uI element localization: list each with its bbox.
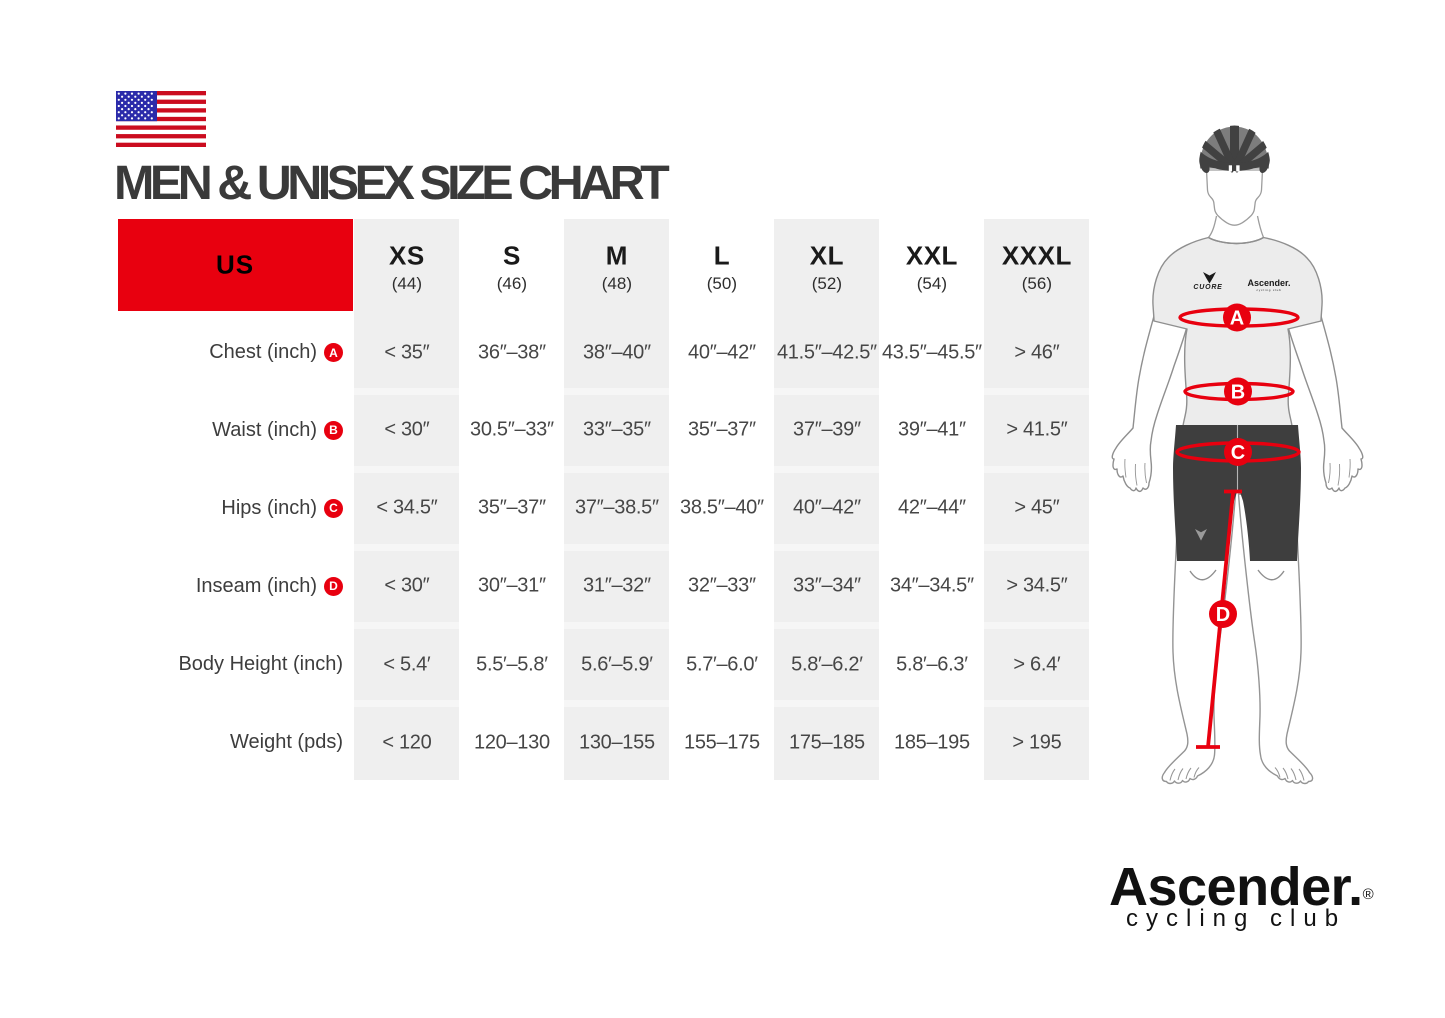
svg-text:D: D <box>1216 604 1230 626</box>
svg-text:C: C <box>1231 442 1245 464</box>
svg-text:CUORE: CUORE <box>1193 284 1222 291</box>
svg-text:A: A <box>1230 308 1244 330</box>
svg-text:B: B <box>1231 382 1245 404</box>
svg-text:Ascender.: Ascender. <box>1247 278 1290 288</box>
svg-text:cycling club: cycling club <box>1256 288 1281 292</box>
